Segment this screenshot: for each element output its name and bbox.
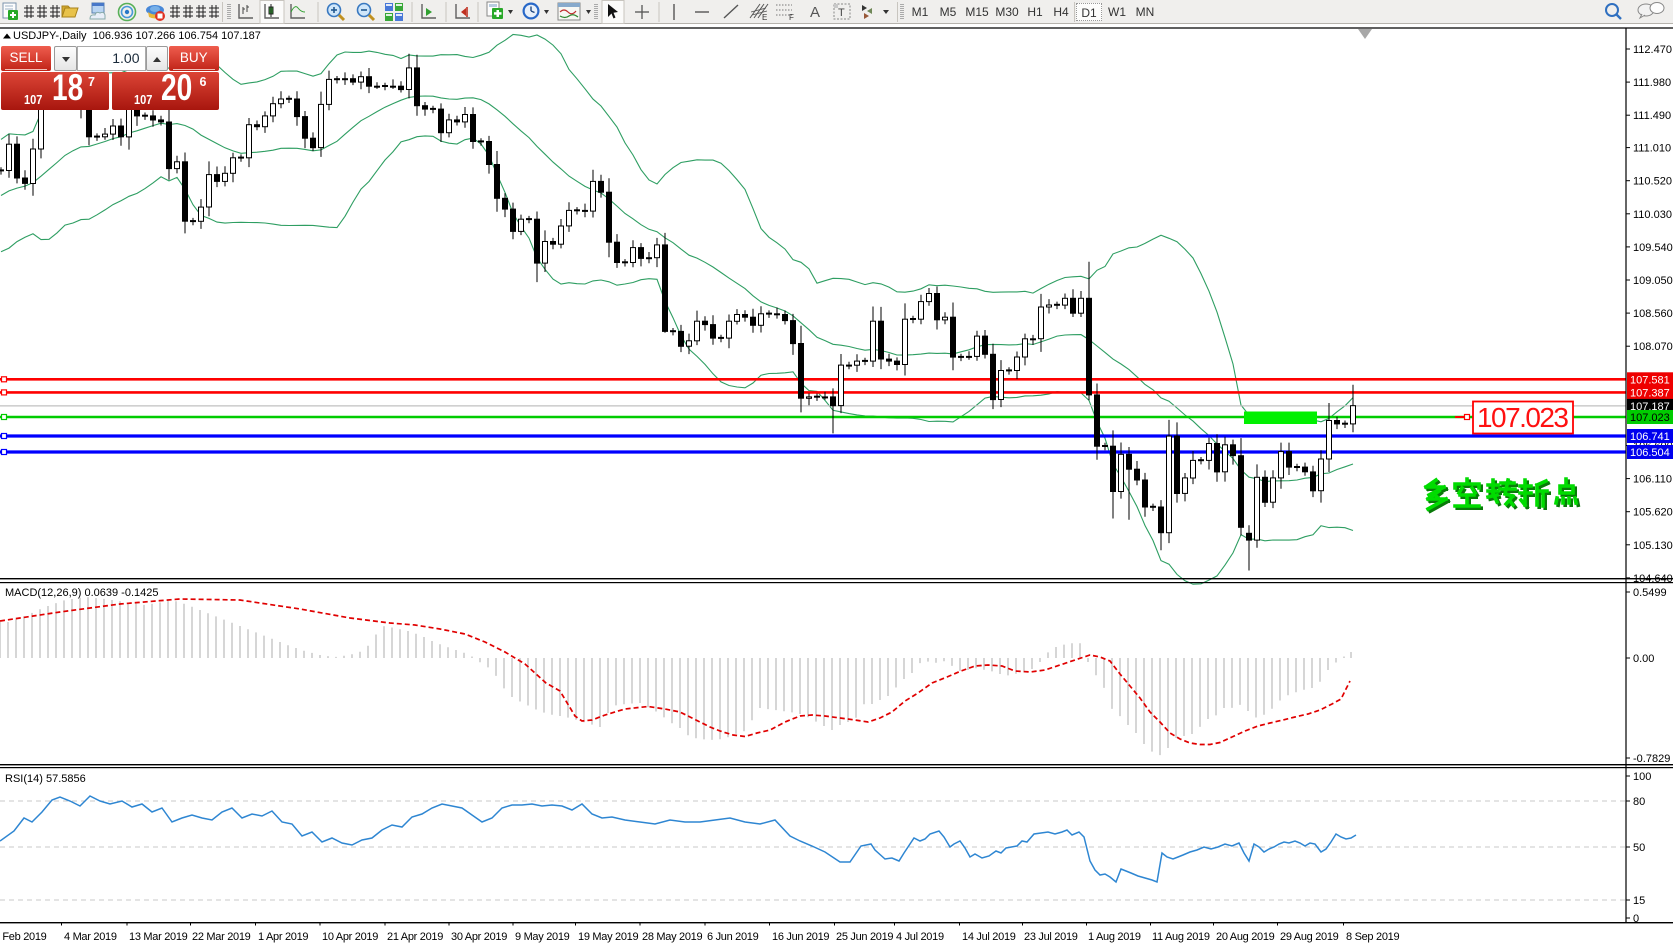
svg-text:F: F (789, 13, 794, 22)
svg-text:0.00: 0.00 (1633, 653, 1654, 665)
svg-text:23 Jul 2019: 23 Jul 2019 (1024, 931, 1078, 943)
svg-text:9 May 2019: 9 May 2019 (515, 931, 570, 943)
svg-text:112.470: 112.470 (1633, 44, 1672, 56)
svg-text:106.741: 106.741 (1630, 431, 1670, 443)
svg-text:22 Mar 2019: 22 Mar 2019 (192, 931, 251, 943)
svg-text:11 Aug 2019: 11 Aug 2019 (1152, 931, 1210, 943)
svg-text:30 Apr 2019: 30 Apr 2019 (451, 931, 507, 943)
svg-text:105.130: 105.130 (1633, 540, 1673, 552)
svg-text:15: 15 (1633, 895, 1645, 907)
svg-text:111.010: 111.010 (1633, 143, 1671, 155)
svg-text:1 Aug 2019: 1 Aug 2019 (1088, 931, 1141, 943)
svg-text:20 Aug 2019: 20 Aug 2019 (1216, 931, 1275, 943)
svg-text:RSI(14) 57.5856: RSI(14) 57.5856 (5, 773, 86, 785)
svg-text:A: A (810, 4, 820, 21)
svg-text:E: E (762, 13, 767, 22)
svg-text:25 Jun 2019: 25 Jun 2019 (836, 931, 893, 943)
svg-text:111.490: 111.490 (1633, 110, 1671, 122)
svg-text:29 Aug 2019: 29 Aug 2019 (1280, 931, 1339, 943)
svg-text:4 Jul 2019: 4 Jul 2019 (896, 931, 944, 943)
svg-text:50: 50 (1633, 842, 1645, 854)
svg-text:21 Apr 2019: 21 Apr 2019 (387, 931, 443, 943)
svg-text:80: 80 (1633, 796, 1645, 808)
svg-text:-0.7829: -0.7829 (1633, 753, 1670, 765)
svg-text:14 Jul 2019: 14 Jul 2019 (962, 931, 1016, 943)
svg-text:107.581: 107.581 (1630, 374, 1670, 386)
svg-text:T: T (838, 7, 845, 19)
svg-text:106.110: 106.110 (1633, 474, 1672, 486)
svg-text:109.050: 109.050 (1633, 275, 1673, 287)
svg-text:16 Jun 2019: 16 Jun 2019 (772, 931, 829, 943)
svg-text:108.070: 108.070 (1633, 341, 1673, 353)
svg-text:105.620: 105.620 (1633, 507, 1673, 519)
svg-text:107.023: 107.023 (1477, 402, 1569, 433)
svg-text:107.387: 107.387 (1630, 387, 1670, 399)
svg-text:10 Apr 2019: 10 Apr 2019 (322, 931, 378, 943)
svg-text:1 Apr 2019: 1 Apr 2019 (258, 931, 308, 943)
svg-text:28 May 2019: 28 May 2019 (642, 931, 702, 943)
svg-text:109.540: 109.540 (1633, 242, 1673, 254)
svg-text:106.504: 106.504 (1630, 447, 1670, 459)
svg-text:100: 100 (1633, 771, 1651, 783)
svg-text:19 May 2019: 19 May 2019 (578, 931, 638, 943)
svg-text:0.5499: 0.5499 (1633, 587, 1667, 599)
svg-text:8 Sep 2019: 8 Sep 2019 (1346, 931, 1399, 943)
svg-text:4 Mar 2019: 4 Mar 2019 (64, 931, 117, 943)
svg-text:111.980: 111.980 (1633, 77, 1671, 89)
svg-text:107.187: 107.187 (1630, 401, 1670, 413)
svg-text:107.023: 107.023 (1630, 412, 1670, 424)
svg-text:0: 0 (1633, 913, 1639, 925)
svg-text:108.560: 108.560 (1633, 308, 1673, 320)
svg-text:MACD(12,26,9) 0.0639 -0.1425: MACD(12,26,9) 0.0639 -0.1425 (5, 587, 158, 599)
svg-text:13 Mar 2019: 13 Mar 2019 (129, 931, 188, 943)
svg-text:104.640: 104.640 (1633, 573, 1673, 585)
svg-text:110.520: 110.520 (1633, 176, 1672, 188)
svg-text:110.030: 110.030 (1633, 209, 1672, 221)
svg-text:6 Jun 2019: 6 Jun 2019 (707, 931, 759, 943)
svg-text:22 Feb 2019: 22 Feb 2019 (0, 931, 47, 943)
